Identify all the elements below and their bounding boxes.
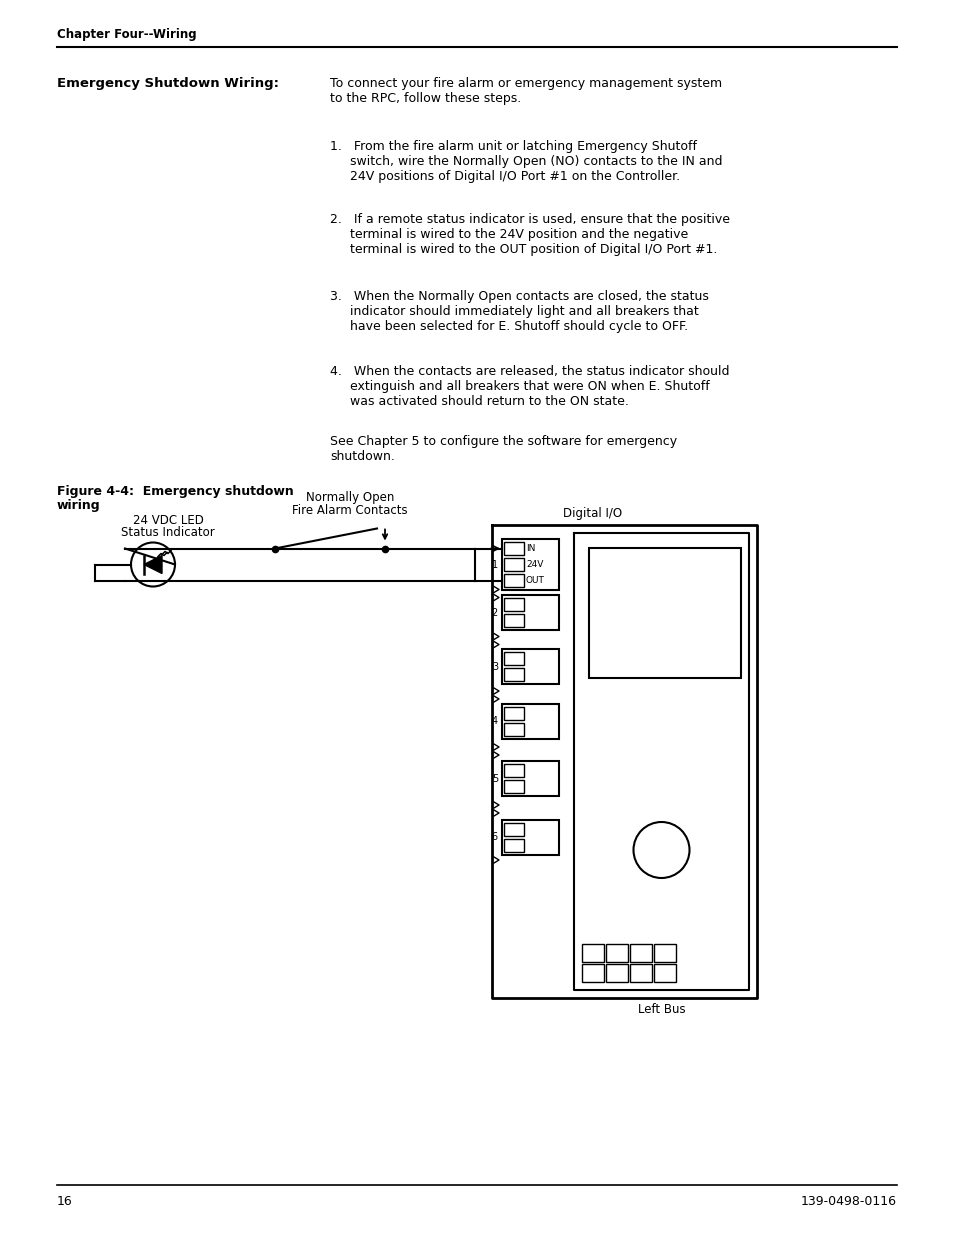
Bar [503,542,523,555]
Bar [501,761,558,797]
Text: 6: 6 [492,832,497,842]
Text: 139-0498-0116: 139-0498-0116 [801,1195,896,1208]
Text: 16: 16 [57,1195,72,1208]
Bar [501,538,558,590]
Text: 24 VDC LED: 24 VDC LED [132,514,203,526]
Polygon shape [144,556,162,573]
Text: 2.   If a remote status indicator is used, ensure that the positive
     termina: 2. If a remote status indicator is used,… [330,212,729,256]
Text: IN: IN [525,543,535,553]
Text: See Chapter 5 to configure the software for emergency
shutdown.: See Chapter 5 to configure the software … [330,435,677,463]
Text: 5: 5 [491,773,497,783]
Bar [503,764,523,777]
Text: Left Bus: Left Bus [637,1003,684,1016]
Text: 1.   From the fire alarm unit or latching Emergency Shutoff
     switch, wire th: 1. From the fire alarm unit or latching … [330,140,721,183]
Bar [501,650,558,684]
Bar [503,668,523,680]
Bar [503,706,523,720]
Text: Digital I/O: Digital I/O [562,508,621,520]
Text: 24V: 24V [525,559,543,569]
Bar [503,614,523,627]
Text: Figure 4-4:  Emergency shutdown: Figure 4-4: Emergency shutdown [57,485,294,498]
Bar [503,839,523,852]
Bar [654,944,676,962]
Text: Chapter Four--Wiring: Chapter Four--Wiring [57,28,196,41]
Bar [605,965,627,982]
Bar [588,548,740,678]
Bar [501,704,558,739]
Bar [501,595,558,630]
Text: 2: 2 [491,608,497,618]
Bar [581,965,603,982]
Bar [629,965,651,982]
Text: Status Indicator: Status Indicator [121,526,214,540]
Bar [581,944,603,962]
Bar [503,558,523,571]
Text: 4.   When the contacts are released, the status indicator should
     extinguish: 4. When the contacts are released, the s… [330,366,729,408]
Bar [629,944,651,962]
Bar [503,574,523,587]
Text: 4: 4 [492,716,497,726]
Text: Emergency Shutdown Wiring:: Emergency Shutdown Wiring: [57,77,278,90]
Text: Normally Open: Normally Open [306,490,394,504]
Text: To connect your fire alarm or emergency management system
to the RPC, follow the: To connect your fire alarm or emergency … [330,77,721,105]
Text: OUT: OUT [525,576,544,585]
Text: 3.   When the Normally Open contacts are closed, the status
     indicator shoul: 3. When the Normally Open contacts are c… [330,290,708,333]
Text: wiring: wiring [57,499,100,513]
Bar [503,598,523,611]
Text: 3: 3 [492,662,497,672]
Bar [503,722,523,736]
Bar [503,781,523,793]
Text: 1: 1 [492,559,497,569]
Bar [605,944,627,962]
Text: Fire Alarm Contacts: Fire Alarm Contacts [292,504,407,516]
Bar [654,965,676,982]
Bar [503,652,523,664]
Bar [501,820,558,855]
Bar [503,823,523,836]
